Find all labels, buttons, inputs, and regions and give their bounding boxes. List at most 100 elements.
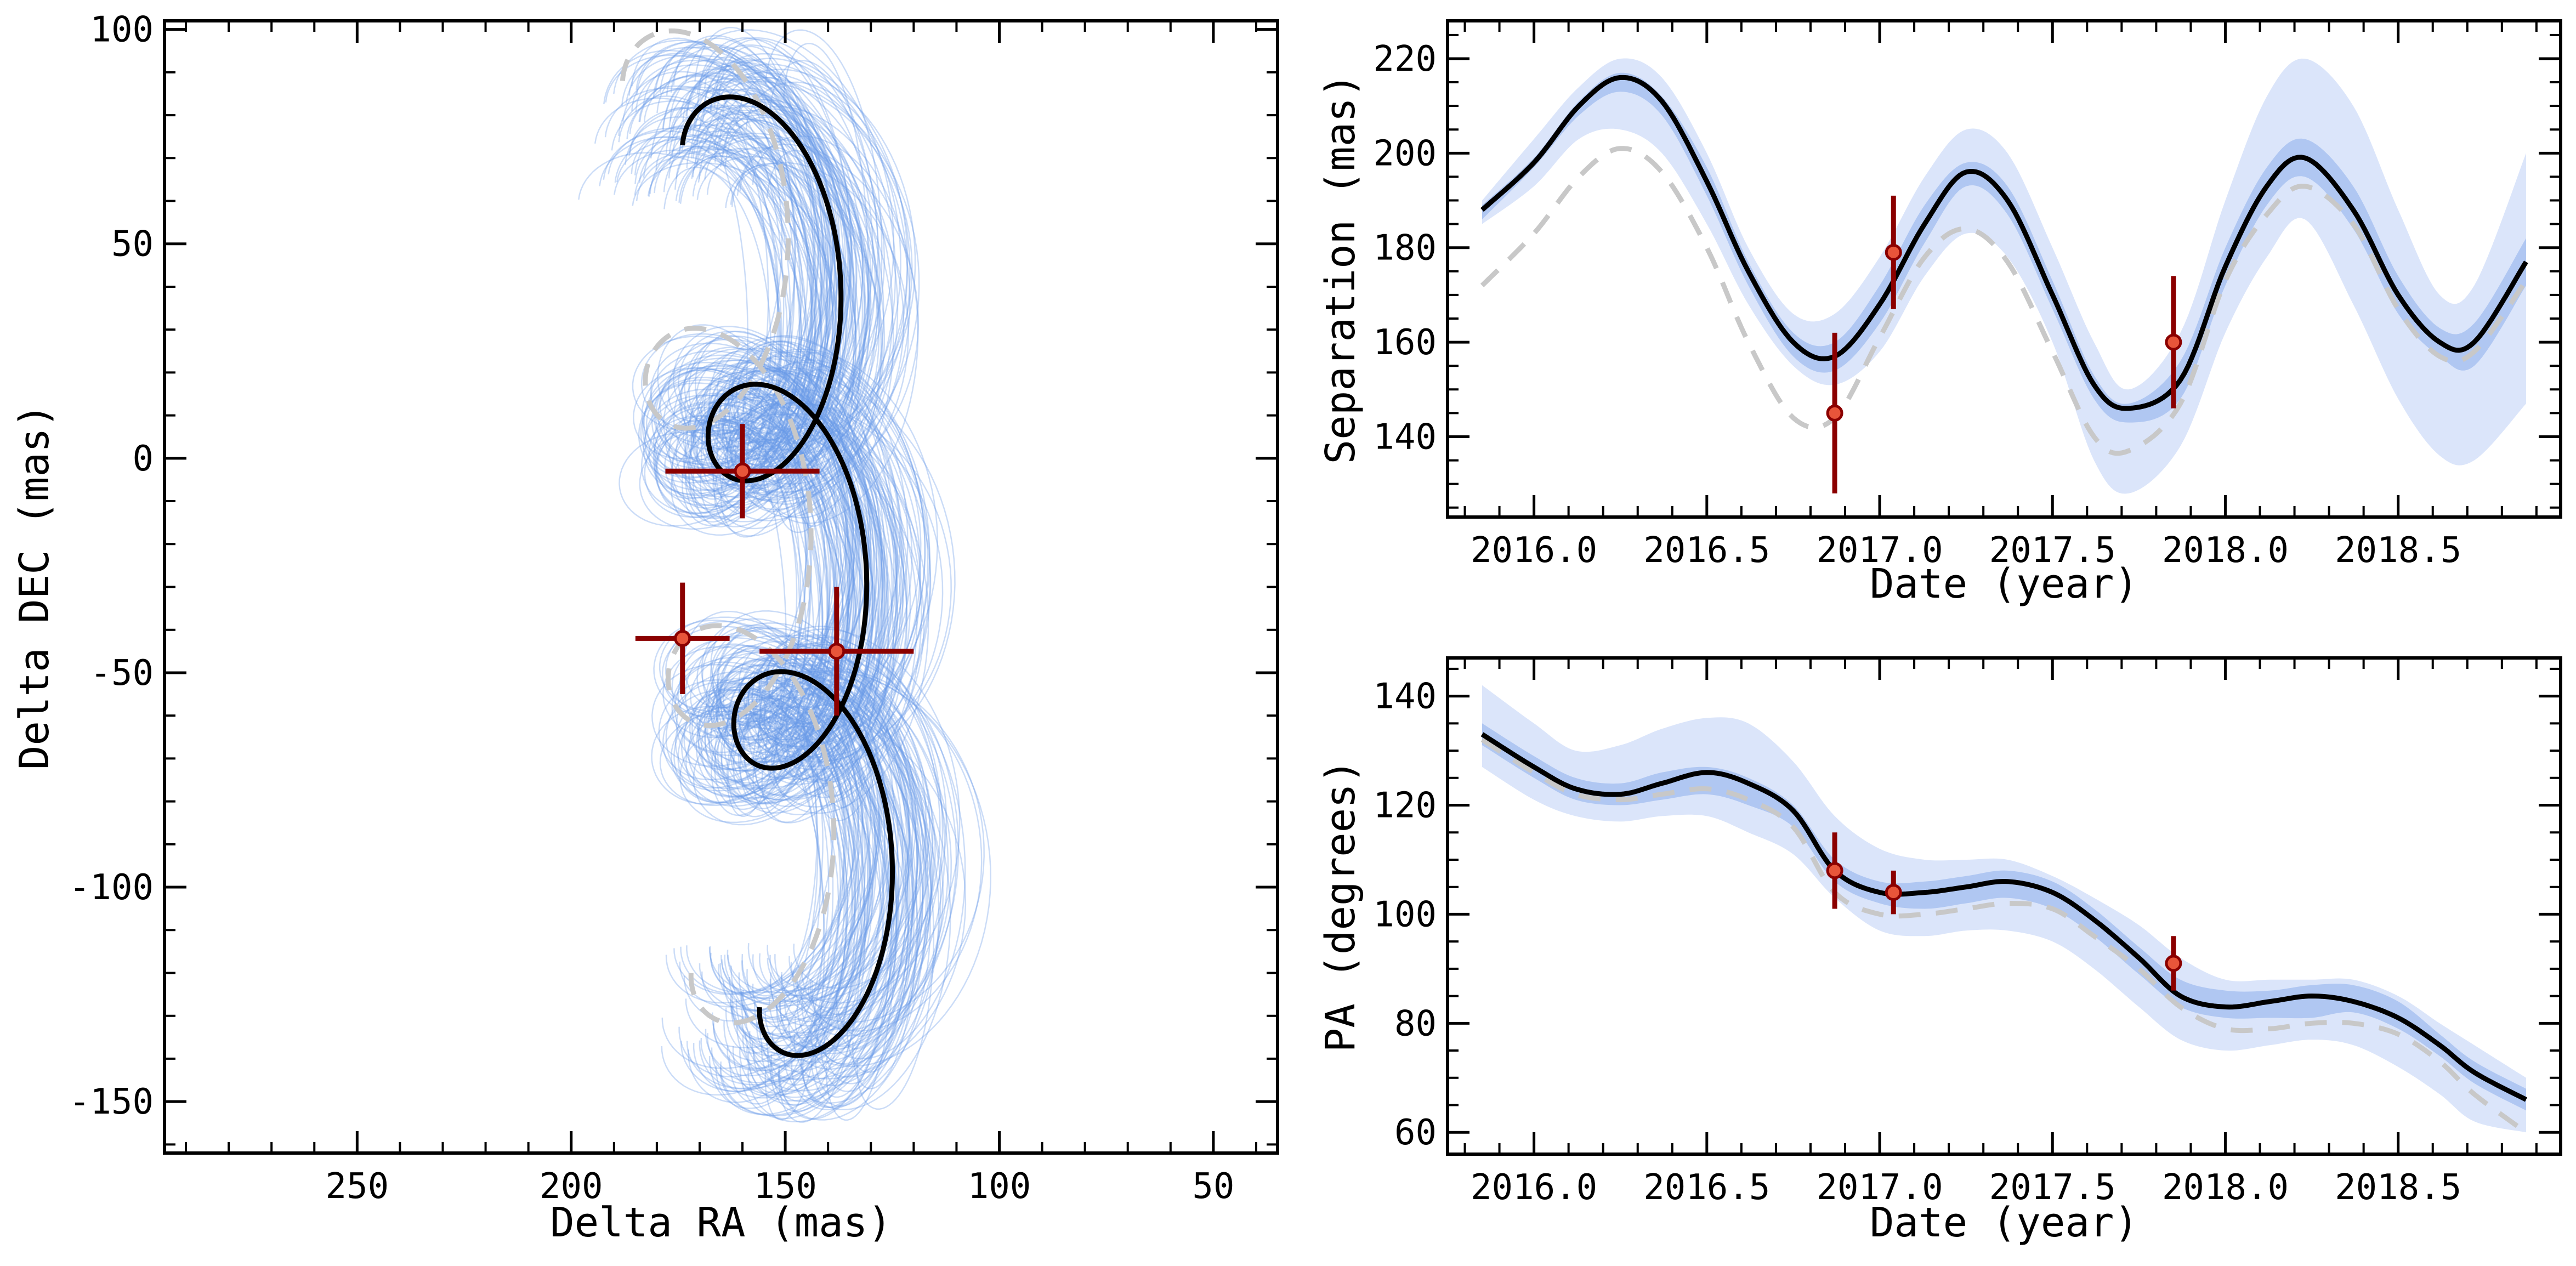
separation-x-axis-label: Date (year) bbox=[1870, 560, 2138, 608]
sky-sample-orbit-line bbox=[605, 54, 881, 994]
sky-axes: 250 200 150 100 50 100 50 0 -50 -100 -150 bbox=[69, 10, 1278, 1207]
sky-sample-orbit-line bbox=[722, 106, 952, 1050]
sky-sample-orbit-line bbox=[699, 78, 918, 1048]
sky-sample-orbit-line bbox=[696, 118, 932, 1070]
sep-best-fit-line bbox=[1480, 75, 2528, 411]
sky-x-tick-label: 250 bbox=[326, 1166, 389, 1207]
sky-sample-orbit-line bbox=[599, 136, 909, 1117]
sky-sample-orbit-line bbox=[702, 72, 934, 1058]
sky-sample-orbit-line bbox=[594, 97, 881, 999]
sky-sample-orbit-line bbox=[697, 137, 985, 1023]
sky-sample-orbit-line bbox=[652, 46, 874, 1051]
sky-sample-orbit-line bbox=[725, 162, 933, 1047]
sky-x-tick-label: 150 bbox=[753, 1166, 817, 1207]
sky-y-tick-label: 50 bbox=[111, 224, 154, 265]
pa-best-fit-line bbox=[1480, 732, 2528, 1102]
sky-sample-orbit-line bbox=[626, 88, 873, 1092]
sky-plot-frame bbox=[163, 19, 1279, 1155]
sky-sample-orbit-line bbox=[673, 35, 859, 1023]
sky-best-fit-track bbox=[680, 94, 895, 1058]
sky-sample-orbit-line bbox=[639, 134, 888, 1090]
sky-sample-orbit-line bbox=[634, 152, 886, 997]
sky-sample-orbit-line bbox=[603, 49, 900, 1116]
pa-y-tick-label: 80 bbox=[1394, 1003, 1437, 1044]
sky-sample-orbit-line bbox=[692, 88, 904, 1027]
sky-sample-orbit-line bbox=[680, 68, 917, 1003]
sky-sample-orbit-line bbox=[704, 135, 910, 1000]
sky-sample-orbit-line bbox=[719, 120, 924, 1037]
sep-data-marker bbox=[2165, 333, 2182, 351]
sky-sample-orbit-line bbox=[625, 55, 914, 1003]
sky-sample-orbit-line bbox=[769, 60, 914, 1092]
sep-y-tick-label: 140 bbox=[1373, 417, 1437, 457]
pa-y-tick-label: 140 bbox=[1373, 677, 1437, 717]
sky-sample-orbit-line bbox=[668, 78, 918, 1055]
sky-sample-orbit-line bbox=[631, 124, 854, 1096]
pa-plot-frame bbox=[1446, 656, 2562, 1156]
pa-data-points bbox=[1826, 832, 2182, 991]
sky-y-tick-label: 0 bbox=[132, 439, 154, 479]
sky-sample-orbit-line bbox=[696, 156, 936, 1017]
separation-credible-bands bbox=[1482, 58, 2526, 494]
sky-sample-orbit-line bbox=[634, 126, 839, 1092]
sky-sample-orbit-line bbox=[703, 37, 927, 1051]
sky-sample-orbit-line bbox=[693, 110, 904, 1067]
sky-sample-orbit-line bbox=[650, 106, 825, 1121]
pa-axes: 2016.0 2016.5 2017.0 2017.5 2018.0 2018.5 140 1… bbox=[1373, 658, 2561, 1208]
sky-x-axis-label: Delta RA (mas) bbox=[550, 1199, 892, 1246]
pa-x-tick-label: 2017.0 bbox=[1816, 1167, 1943, 1208]
sky-sample-orbit-line bbox=[686, 122, 850, 1006]
separation-data-points bbox=[1826, 195, 2182, 493]
sky-data-marker bbox=[674, 629, 691, 647]
sky-sample-orbit-line bbox=[647, 149, 967, 1080]
pa-x-tick-label: 2016.0 bbox=[1471, 1167, 1597, 1208]
sky-sample-orbit-line bbox=[669, 89, 910, 1019]
pa-data-marker bbox=[2165, 955, 2182, 972]
sky-sample-orbit-line bbox=[706, 147, 911, 1080]
sky-sample-orbit-line bbox=[629, 107, 856, 1008]
sky-sample-orbit-line bbox=[722, 69, 961, 1004]
sky-sample-orbit-line bbox=[713, 108, 924, 1092]
sky-data-marker bbox=[734, 462, 751, 480]
sky-sample-orbit-line bbox=[724, 98, 927, 1073]
sky-sample-orbit-line bbox=[655, 43, 880, 1004]
separation-plot-panel: 2016.0 2016.5 2017.0 2017.5 2018.0 2018.5 140 1… bbox=[1317, 19, 2562, 608]
sky-sample-orbit-line bbox=[752, 135, 940, 1104]
sky-sample-orbit-line bbox=[685, 29, 957, 1054]
pa-x-tick-label: 2017.5 bbox=[1989, 1167, 2116, 1208]
sep-data-marker bbox=[1826, 404, 1843, 422]
sky-sample-orbit-line bbox=[670, 37, 898, 1120]
sky-sample-orbit-line bbox=[713, 58, 960, 1037]
sky-sample-orbit-line bbox=[631, 59, 871, 1069]
sky-y-axis-label: Delta DEC (mas) bbox=[11, 404, 58, 770]
sky-sample-orbit-line bbox=[702, 61, 869, 1052]
sky-data-marker bbox=[828, 643, 846, 660]
sep-x-tick-label: 2018.5 bbox=[2335, 530, 2461, 571]
pa-x-tick-label: 2016.5 bbox=[1643, 1167, 1770, 1208]
sky-sample-orbit-line bbox=[703, 53, 949, 1063]
sky-sample-orbit-line bbox=[766, 150, 918, 1089]
sky-sample-orbit-line bbox=[692, 147, 897, 1098]
sky-sample-orbit-line bbox=[696, 44, 944, 1015]
sky-sample-orbit-line bbox=[668, 117, 928, 1039]
pa-credible-bands bbox=[1482, 685, 2526, 1133]
separation-y-axis-label: Separation (mas) bbox=[1317, 73, 1364, 464]
sky-sample-orbit-line bbox=[621, 53, 853, 1103]
sky-sample-orbit-line bbox=[611, 100, 881, 1083]
pa-model-lines bbox=[1480, 732, 2528, 1134]
sky-sample-orbit-line bbox=[691, 133, 983, 1032]
sky-sample-orbit-line bbox=[713, 99, 951, 1110]
sep-prior-line bbox=[1480, 146, 2528, 456]
sky-y-tick-label: -100 bbox=[69, 867, 154, 908]
sky-sample-orbit-line bbox=[618, 95, 846, 1011]
sky-sample-orbit-line bbox=[682, 104, 927, 990]
sky-x-tick-label: 50 bbox=[1192, 1166, 1234, 1207]
sky-sample-orbit-line bbox=[656, 59, 915, 1123]
sky-sample-orbit-line bbox=[694, 113, 914, 1065]
pa-x-tick-label: 2018.5 bbox=[2335, 1167, 2461, 1208]
sky-plot-panel: 250 200 150 100 50 100 50 0 -50 -100 -150 Delta RA… bbox=[11, 10, 1279, 1246]
sky-data-points bbox=[635, 424, 914, 716]
sky-sample-orbit-line bbox=[686, 64, 929, 1087]
sky-sample-orbit-line bbox=[765, 29, 913, 1107]
